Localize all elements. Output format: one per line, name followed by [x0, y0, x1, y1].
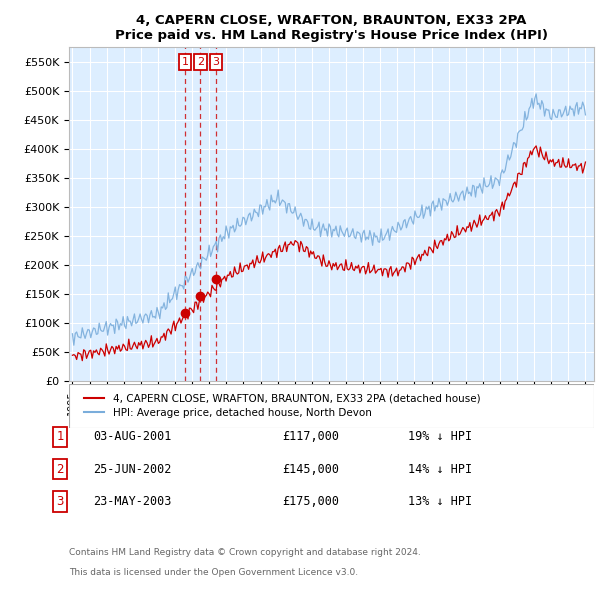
Text: This data is licensed under the Open Government Licence v3.0.: This data is licensed under the Open Gov…	[69, 568, 358, 577]
Title: 4, CAPERN CLOSE, WRAFTON, BRAUNTON, EX33 2PA
Price paid vs. HM Land Registry's H: 4, CAPERN CLOSE, WRAFTON, BRAUNTON, EX33…	[115, 14, 548, 42]
Text: 3: 3	[56, 495, 64, 508]
Text: 3: 3	[212, 57, 220, 67]
Text: £145,000: £145,000	[282, 463, 339, 476]
Text: Contains HM Land Registry data © Crown copyright and database right 2024.: Contains HM Land Registry data © Crown c…	[69, 548, 421, 556]
Text: 23-MAY-2003: 23-MAY-2003	[93, 495, 172, 508]
Text: 19% ↓ HPI: 19% ↓ HPI	[408, 430, 472, 443]
Text: 1: 1	[181, 57, 188, 67]
Text: 03-AUG-2001: 03-AUG-2001	[93, 430, 172, 443]
Text: £175,000: £175,000	[282, 495, 339, 508]
Text: 13% ↓ HPI: 13% ↓ HPI	[408, 495, 472, 508]
Text: 14% ↓ HPI: 14% ↓ HPI	[408, 463, 472, 476]
Text: 2: 2	[56, 463, 64, 476]
Text: 2: 2	[197, 57, 204, 67]
FancyBboxPatch shape	[69, 384, 594, 428]
Text: 25-JUN-2002: 25-JUN-2002	[93, 463, 172, 476]
Text: 1: 1	[56, 430, 64, 443]
Legend: 4, CAPERN CLOSE, WRAFTON, BRAUNTON, EX33 2PA (detached house), HPI: Average pric: 4, CAPERN CLOSE, WRAFTON, BRAUNTON, EX33…	[79, 389, 485, 422]
Text: £117,000: £117,000	[282, 430, 339, 443]
